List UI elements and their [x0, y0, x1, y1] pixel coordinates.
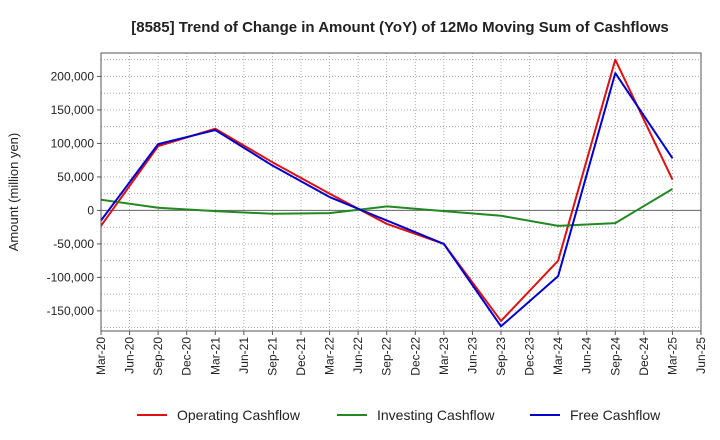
legend-label: Investing Cashflow [377, 407, 495, 423]
x-tick-label: Sep-23 [494, 337, 508, 376]
x-tick-label: Jun-23 [465, 337, 479, 374]
x-tick-labels: Mar-20 Jun-20 Sep-20 Dec-20 Mar-21 Jun-21 Sep-… [94, 331, 708, 376]
y-tick-label: -50,000 [53, 237, 94, 251]
x-tick-label: Sep-21 [265, 337, 279, 376]
series-group [100, 58, 674, 328]
x-tick-label: Mar-25 [665, 337, 679, 375]
y-tick-label: 0 [87, 203, 94, 217]
x-tick-label: Sep-20 [151, 337, 165, 376]
y-tick-labels: -150,000 -100,000 -50,000 0 50,000 100,000 150… [47, 69, 101, 318]
y-tick-label: 200,000 [51, 69, 95, 83]
y-tick-label: 50,000 [57, 170, 94, 184]
x-tick-label: Mar-23 [437, 337, 451, 375]
plot-frame [100, 52, 702, 332]
y-tick-label: 150,000 [51, 103, 95, 117]
gridlines [100, 53, 702, 331]
x-tick-label: Dec-21 [294, 337, 308, 376]
chart-title: [8585] Trend of Change in Amount (YoY) o… [131, 19, 669, 36]
x-tick-label: Mar-24 [551, 337, 565, 375]
y-tick-label: -100,000 [47, 270, 95, 284]
x-tick-label: Sep-24 [608, 337, 622, 376]
x-tick-label: Dec-20 [180, 337, 194, 376]
x-tick-label: Jun-25 [694, 337, 708, 374]
x-tick-label: Dec-24 [637, 337, 651, 376]
legend-label: Free Cashflow [570, 407, 661, 423]
x-tick-label: Mar-22 [323, 337, 337, 375]
x-tick-label: Dec-23 [523, 337, 537, 376]
legend: Operating Cashflow Investing Cashflow Free… [137, 407, 661, 423]
x-tick-label: Jun-24 [580, 337, 594, 374]
series-line-investing-cashflow [100, 188, 673, 227]
x-tick-label: Dec-22 [408, 337, 422, 376]
series-line-free-cashflow [100, 72, 674, 328]
x-tick-label: Mar-20 [94, 337, 108, 375]
x-tick-label: Mar-21 [208, 337, 222, 375]
x-tick-label: Sep-22 [380, 337, 394, 376]
x-tick-label: Jun-21 [237, 337, 251, 374]
legend-label: Operating Cashflow [177, 407, 301, 423]
x-tick-label: Jun-20 [123, 337, 137, 374]
y-axis-label: Amount (million yen) [6, 133, 21, 252]
x-tick-label: Jun-22 [351, 337, 365, 374]
y-tick-label: -150,000 [47, 304, 95, 318]
y-tick-label: 100,000 [51, 136, 95, 150]
